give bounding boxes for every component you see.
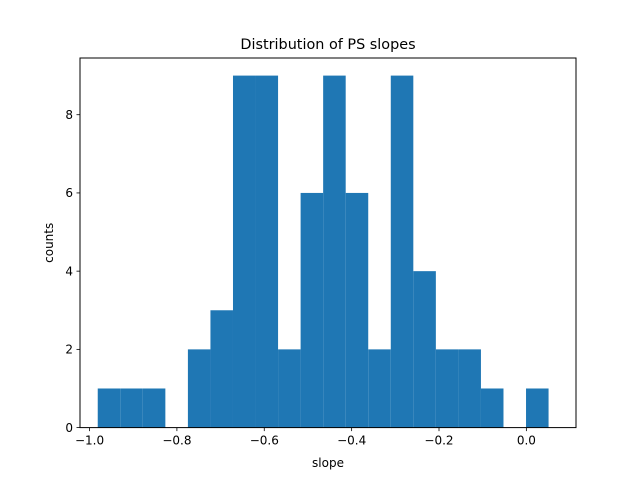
- histogram-bar: [413, 271, 436, 428]
- x-tick-label: 0.0: [517, 434, 536, 448]
- histogram-bar: [526, 388, 549, 428]
- histogram-bar: [390, 75, 414, 428]
- histogram-bar: [323, 75, 346, 428]
- y-axis-label: counts: [42, 223, 56, 263]
- y-tick-label: 8: [65, 108, 73, 122]
- x-tick-label: −0.4: [337, 434, 366, 448]
- chart-title: Distribution of PS slopes: [240, 37, 415, 53]
- histogram-bar: [345, 192, 369, 428]
- x-axis-label: slope: [312, 456, 344, 470]
- x-tick-label: −0.2: [424, 434, 453, 448]
- x-tick-label: −0.8: [162, 434, 191, 448]
- x-axis-ticks: −1.0 −0.8 −0.6 −0.4 −0.2 0.0: [75, 427, 536, 448]
- y-tick-label: 0: [65, 421, 73, 435]
- histogram-bar: [458, 349, 481, 428]
- histogram-bar: [210, 310, 233, 428]
- histogram-bar: [368, 349, 391, 428]
- y-tick-label: 2: [65, 343, 73, 357]
- y-tick-label: 4: [65, 264, 73, 278]
- histogram-bar: [300, 192, 324, 428]
- histogram-bar: [278, 349, 301, 428]
- y-axis-ticks: 0 2 4 6 8: [65, 108, 80, 435]
- histogram-bar: [120, 388, 143, 428]
- x-tick-label: −0.6: [250, 434, 279, 448]
- histogram-bar: [187, 349, 211, 428]
- histogram-bar: [142, 388, 166, 428]
- histogram-bar: [480, 388, 504, 428]
- axes-frame: [79, 57, 577, 429]
- histogram-bar: [232, 75, 256, 428]
- histogram-bar: [97, 388, 121, 428]
- histogram-bars: [97, 75, 549, 428]
- histogram-bar: [255, 75, 279, 428]
- x-tick-label: −1.0: [75, 434, 104, 448]
- histogram-bar: [435, 349, 459, 428]
- y-tick-label: 6: [65, 186, 73, 200]
